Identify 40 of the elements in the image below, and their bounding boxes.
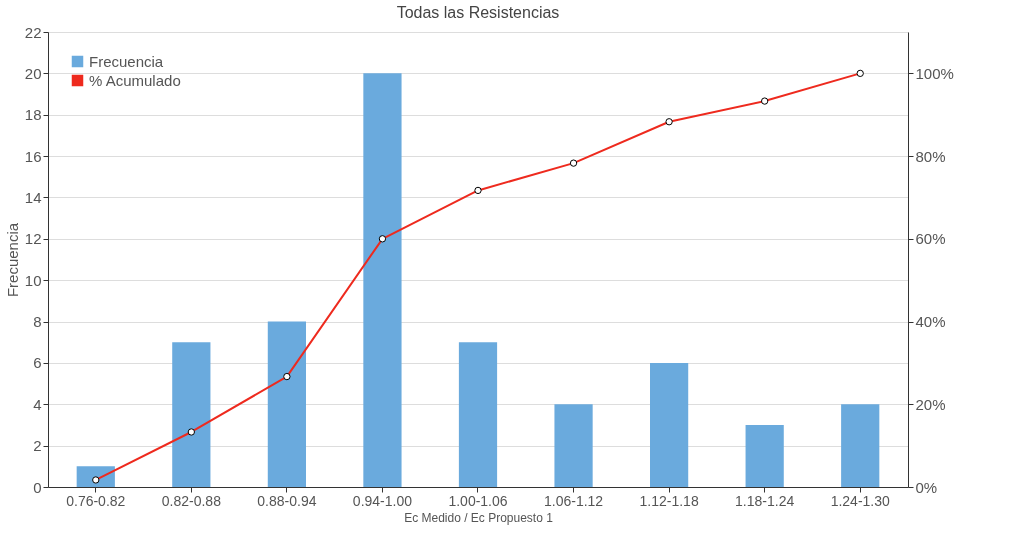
- bar: [554, 404, 593, 487]
- bar: [650, 362, 689, 487]
- y-tick-label: 8: [33, 313, 42, 331]
- y-tick-label: 22: [24, 23, 42, 41]
- y-tick-label: 20: [24, 64, 42, 82]
- bar: [745, 424, 784, 487]
- x-tick-label: 0.82-0.88: [161, 492, 222, 509]
- y-tick-label: 12: [24, 230, 42, 248]
- x-tick-label: 1.18-1.24: [735, 492, 795, 509]
- x-tick-label: 1.24-1.30: [830, 492, 891, 509]
- y2-tick-label: 0%: [915, 478, 938, 496]
- x-axis-title: Ec Medido / Ec Propuesto 1: [404, 510, 554, 525]
- x-tick-label: 1.00-1.06: [448, 492, 508, 509]
- y-tick-label: 14: [24, 188, 42, 206]
- y2-tick-label: 60%: [915, 230, 946, 248]
- y-tick-label: 0: [33, 478, 42, 496]
- y-tick-label: 18: [24, 106, 42, 124]
- y2-tick-label: 20%: [915, 395, 946, 413]
- y-tick-label: 4: [33, 395, 42, 413]
- y2-tick-label: 80%: [915, 147, 946, 165]
- y-tick-label: 16: [24, 147, 42, 165]
- y-tick-label: 6: [33, 354, 42, 372]
- chart-title: Todas las Resistencias: [396, 4, 560, 21]
- x-tick-label: 0.88-0.94: [257, 492, 317, 509]
- x-tick-label: 1.06-1.12: [543, 492, 604, 509]
- y-tick-label: 2: [33, 437, 42, 455]
- bar: [458, 342, 498, 487]
- legend-label: % Acumulado: [89, 71, 181, 89]
- y2-tick-label: 100%: [915, 64, 954, 82]
- bar: [267, 321, 306, 487]
- y-tick-label: 10: [24, 271, 42, 289]
- legend-label: Frecuencia: [89, 52, 164, 70]
- x-tick-label: 1.12-1.18: [639, 492, 699, 509]
- bar: [841, 404, 880, 487]
- x-tick-label: 0.76-0.82: [66, 492, 126, 509]
- y2-tick-label: 40%: [915, 313, 946, 331]
- bar: [363, 73, 402, 487]
- x-tick-label: 0.94-1.00: [352, 492, 413, 509]
- y-axis-title: Frecuencia: [3, 222, 21, 298]
- bar: [172, 342, 211, 487]
